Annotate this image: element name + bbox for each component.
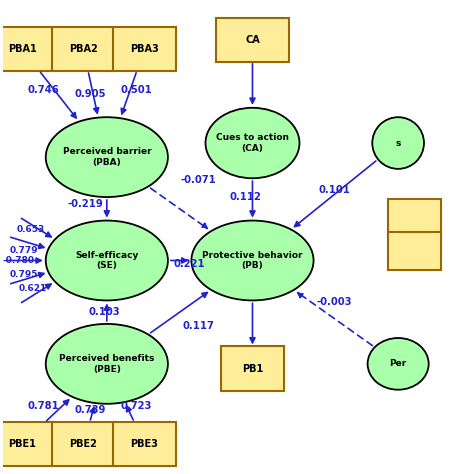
Text: Perceived barrier
(PBA): Perceived barrier (PBA) <box>63 147 151 167</box>
Text: 0.779: 0.779 <box>9 246 38 255</box>
Text: -0.003: -0.003 <box>317 297 353 307</box>
FancyBboxPatch shape <box>388 200 441 237</box>
Text: 0.621: 0.621 <box>19 284 47 293</box>
Ellipse shape <box>191 220 314 301</box>
Text: 0.905: 0.905 <box>74 89 106 99</box>
Text: 0.101: 0.101 <box>319 185 351 195</box>
Ellipse shape <box>206 108 300 178</box>
Text: Per: Per <box>390 359 407 368</box>
FancyBboxPatch shape <box>388 232 441 270</box>
Text: 0.112: 0.112 <box>229 192 261 202</box>
Text: 0.117: 0.117 <box>182 321 214 331</box>
Text: PBA1: PBA1 <box>8 44 36 54</box>
Text: PB1: PB1 <box>242 364 263 374</box>
Text: -0.071: -0.071 <box>181 175 216 185</box>
Text: -0.219: -0.219 <box>68 199 103 209</box>
FancyBboxPatch shape <box>221 346 284 391</box>
Text: 0.501: 0.501 <box>120 85 152 95</box>
FancyBboxPatch shape <box>113 27 176 71</box>
Text: PBA3: PBA3 <box>130 44 159 54</box>
Ellipse shape <box>46 324 168 404</box>
Text: 0.795: 0.795 <box>9 270 38 279</box>
Text: 0.723: 0.723 <box>121 401 152 411</box>
FancyBboxPatch shape <box>113 422 176 466</box>
Text: PBE1: PBE1 <box>9 439 36 449</box>
Text: Cues to action
(CA): Cues to action (CA) <box>216 133 289 153</box>
Text: PBE2: PBE2 <box>69 439 97 449</box>
Text: 0.653: 0.653 <box>17 226 45 235</box>
Text: PBA2: PBA2 <box>69 44 98 54</box>
Ellipse shape <box>46 117 168 197</box>
Text: 0.103: 0.103 <box>89 307 120 317</box>
Text: Self-efficacy
(SE): Self-efficacy (SE) <box>75 251 138 270</box>
Text: 0.781: 0.781 <box>27 401 59 411</box>
Text: CA: CA <box>245 35 260 45</box>
FancyBboxPatch shape <box>216 18 289 62</box>
FancyBboxPatch shape <box>52 422 115 466</box>
Ellipse shape <box>46 220 168 301</box>
Text: 0.746: 0.746 <box>27 85 59 95</box>
Ellipse shape <box>372 117 424 169</box>
Text: s: s <box>395 138 401 147</box>
FancyBboxPatch shape <box>0 27 54 71</box>
Text: -0.780: -0.780 <box>3 256 35 265</box>
Text: 0.739: 0.739 <box>75 405 106 415</box>
FancyBboxPatch shape <box>0 422 54 466</box>
FancyBboxPatch shape <box>52 27 115 71</box>
Text: Perceived benefits
(PBE): Perceived benefits (PBE) <box>59 354 155 374</box>
Text: PBE3: PBE3 <box>130 439 158 449</box>
Text: Protective behavior
(PB): Protective behavior (PB) <box>202 251 303 270</box>
Ellipse shape <box>368 338 428 390</box>
Text: 0.221: 0.221 <box>173 259 205 269</box>
